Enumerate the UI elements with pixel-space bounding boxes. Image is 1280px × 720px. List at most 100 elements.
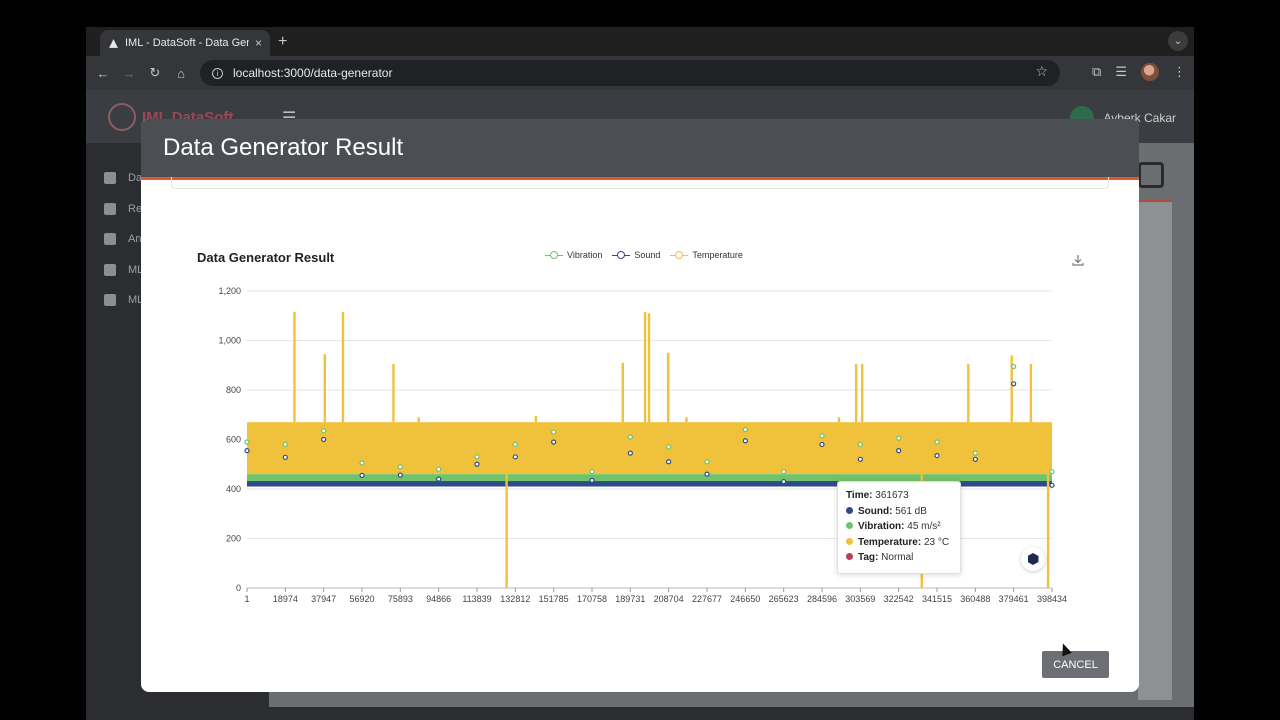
browser-tab[interactable]: IML - DataSoft - Data Generator × [100, 30, 270, 56]
x-tick-label: 56920 [349, 594, 374, 604]
vibration-point [436, 466, 442, 472]
vibration-point [972, 450, 978, 456]
toolbar-actions: ⧉ ☰ ⋮ [1092, 63, 1186, 81]
sidebar-item-ml-check[interactable]: ML [86, 285, 269, 316]
temperature-band [247, 422, 1052, 475]
download-icon[interactable] [1071, 253, 1085, 267]
x-tick-label: 132812 [500, 594, 530, 604]
x-tick-label: 379461 [999, 594, 1029, 604]
sound-point [972, 456, 978, 462]
y-tick-label: 0 [236, 583, 241, 593]
x-tick-label: 94866 [426, 594, 451, 604]
vibration-point [666, 444, 672, 450]
x-tick-label: 1 [244, 594, 249, 604]
chart-tooltip: Time: 361673 Sound: 561 dB Vibration: 45… [837, 481, 961, 574]
vibration-point [857, 441, 863, 448]
sound-point [819, 441, 825, 448]
sound-point [436, 476, 442, 482]
sidebar-item-records[interactable]: Re [86, 194, 269, 225]
tab-search-icon[interactable]: ⌄ [1168, 31, 1188, 51]
favicon-icon [109, 38, 118, 48]
vibration-band [247, 474, 1052, 482]
legend-item-vibration[interactable]: Vibration [545, 250, 602, 260]
sound-point [244, 448, 250, 454]
modal-title: Data Generator Result [163, 134, 404, 161]
vibration-point [321, 428, 327, 434]
y-tick-label: 200 [226, 534, 241, 544]
sound-point [704, 471, 710, 477]
home-icon[interactable]: ⌂ [177, 65, 185, 81]
vibration-point [627, 434, 633, 440]
vibration-point [397, 464, 403, 470]
reload-icon[interactable]: ↻ [149, 65, 161, 80]
sound-point [896, 448, 902, 454]
cancel-button[interactable]: CANCEL [1042, 651, 1109, 678]
bug-icon [104, 233, 116, 246]
sound-point [1011, 381, 1017, 387]
legend-item-sound[interactable]: Sound [612, 250, 660, 260]
chip-icon [104, 172, 116, 185]
sidebar-item-label: An [128, 233, 142, 246]
forward-icon[interactable]: → [122, 65, 136, 81]
vibration-point [1011, 363, 1017, 370]
x-tick-label: 227677 [692, 594, 722, 604]
browser-menu-icon[interactable]: ⋮ [1173, 64, 1186, 79]
sound-point [1049, 482, 1055, 488]
vibration-point [512, 441, 518, 448]
modal-header: Data Generator Result [141, 119, 1139, 180]
back-icon[interactable]: ← [96, 65, 110, 81]
sound-point [934, 452, 940, 459]
vibration-point [896, 435, 902, 441]
sound-point [321, 436, 327, 443]
sidebar-item-label: ML [128, 263, 144, 276]
background-card [1138, 200, 1172, 700]
y-tick-label: 400 [226, 484, 241, 494]
vibration-point [704, 459, 710, 465]
tab-strip: IML - DataSoft - Data Generator × + ⌄ [86, 27, 1194, 56]
sound-point [397, 472, 403, 478]
media-controls-icon[interactable]: ☰ [1115, 64, 1127, 79]
sidebar-item-ml-train[interactable]: ML [86, 255, 269, 286]
x-tick-label: 75893 [388, 594, 413, 604]
tab-close-icon[interactable]: × [254, 36, 262, 50]
sound-point [282, 454, 288, 460]
y-tick-label: 800 [226, 385, 241, 395]
profile-avatar[interactable] [1141, 63, 1159, 81]
x-tick-label: 170758 [577, 594, 607, 604]
sidebar-item-anomaly[interactable]: An [86, 224, 269, 255]
x-tick-label: 189731 [615, 594, 645, 604]
vibration-point [819, 433, 825, 439]
tooltip-row-tag: Tag: Normal [846, 550, 952, 566]
x-tick-label: 37947 [311, 594, 336, 604]
tooltip-row-temperature: Temperature: 23 °C [846, 535, 952, 551]
floating-action-button[interactable] [1021, 547, 1045, 571]
line-chart[interactable]: 0 200 400 600 800 1,000 1,200 1 18974 37947 56920 7… [141, 279, 1139, 609]
vibration-point [474, 454, 480, 460]
x-tick-label: 151785 [539, 594, 569, 604]
sound-point [551, 439, 557, 445]
result-modal: Data Generator Result Data Generator Res… [141, 119, 1139, 692]
x-tick-label: 265623 [769, 594, 799, 604]
vibration-point [282, 441, 288, 448]
y-tick-label: 600 [226, 435, 241, 445]
sound-point [474, 461, 480, 467]
y-tick-label: 1,000 [218, 336, 241, 346]
extensions-icon[interactable]: ⧉ [1092, 64, 1102, 79]
sound-point [781, 478, 787, 485]
sidebar-item-data[interactable]: Da [86, 163, 269, 194]
x-tick-label: 341515 [922, 594, 952, 604]
site-info-icon[interactable]: i [212, 67, 223, 79]
sidebar-item-label: Re [128, 202, 143, 215]
processor-icon [1138, 162, 1164, 188]
chart-legend: Vibration Sound Temperature [545, 250, 743, 260]
address-bar[interactable]: i localhost:3000/data-generator ☆ [200, 60, 1060, 86]
rocket-icon [104, 263, 116, 276]
footer-bar [269, 707, 1194, 720]
x-tick-label: 246650 [730, 594, 760, 604]
legend-item-temperature[interactable]: Temperature [670, 250, 743, 260]
bookmark-star-icon[interactable]: ☆ [1035, 63, 1048, 79]
check-icon [104, 294, 116, 307]
x-tick-label: 18974 [273, 594, 298, 604]
new-tab-icon[interactable]: + [278, 33, 288, 50]
sound-band [247, 481, 1052, 487]
